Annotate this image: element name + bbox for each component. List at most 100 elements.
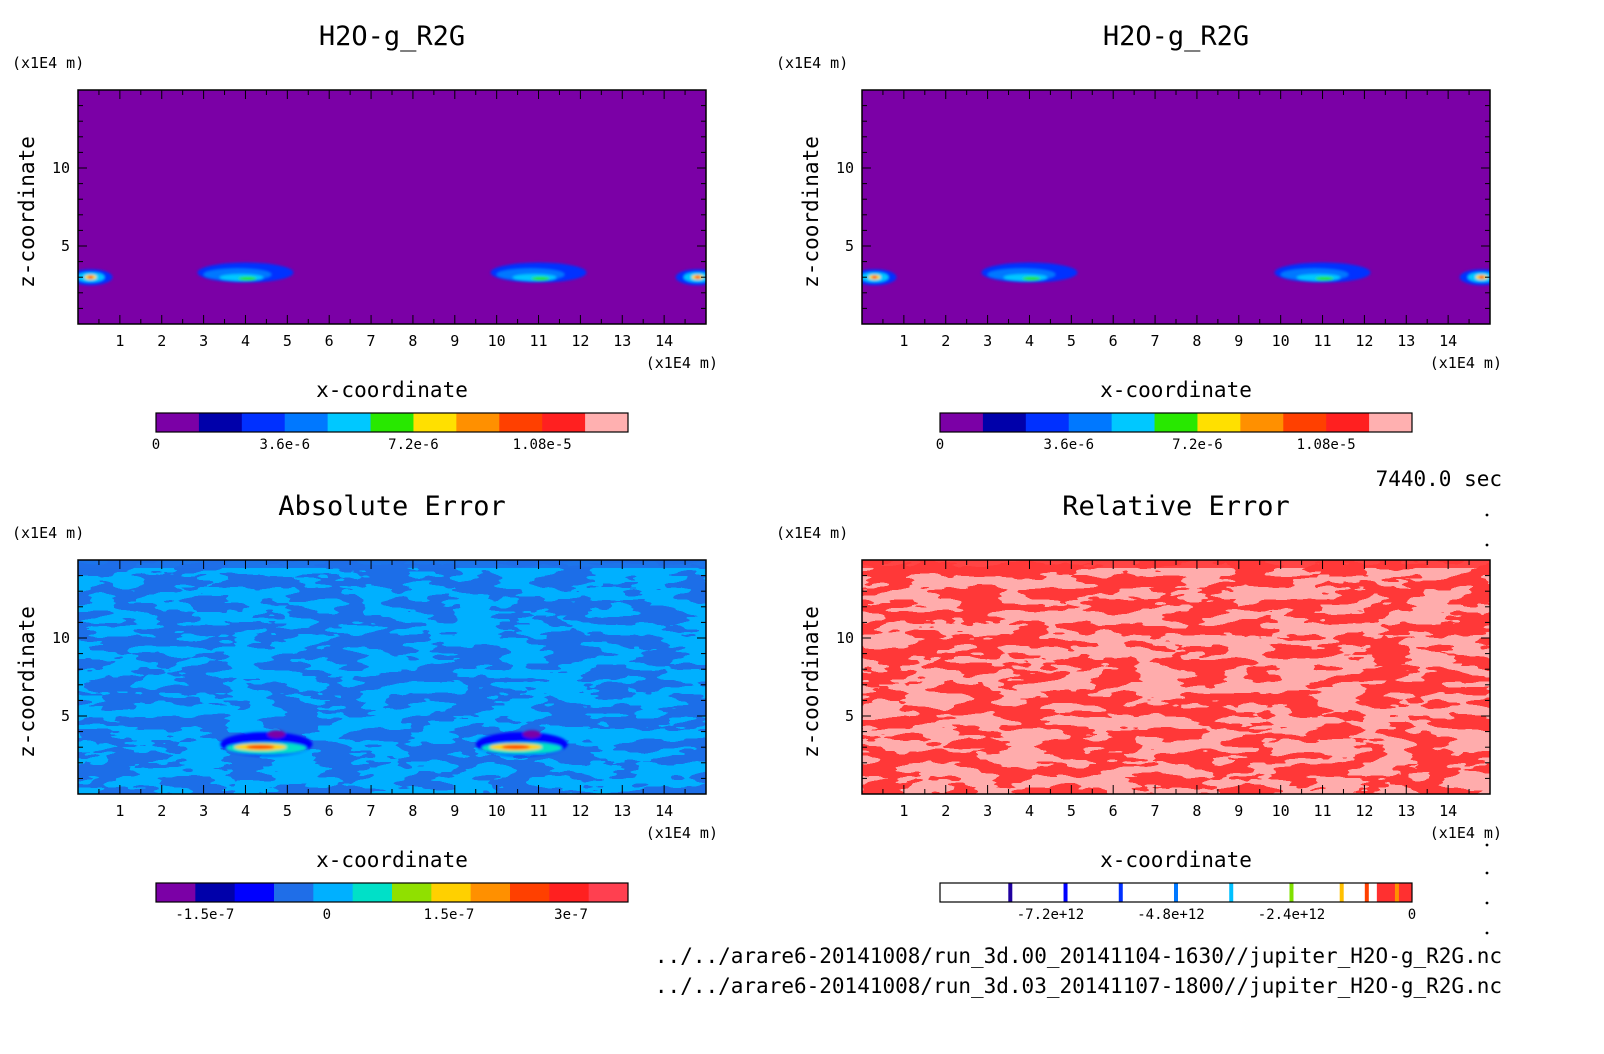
plot-area bbox=[78, 90, 706, 324]
colorbar-swatch bbox=[1369, 413, 1413, 432]
colorbar-mark bbox=[1289, 883, 1294, 902]
panel-top-left: H2O-g_R2G(x1E4 m)(x1E4 m)1 2 3 4 5 6 7 8 9 10 11 12… bbox=[12, 21, 718, 453]
x-unit-label: (x1E4 m) bbox=[646, 354, 718, 372]
x-tick-label: 1 bbox=[115, 802, 124, 820]
x-tick-label: 12 bbox=[1355, 332, 1373, 350]
x-axis-label: x-coordinate bbox=[1100, 378, 1252, 402]
colorbar-swatch bbox=[456, 413, 500, 432]
x-tick-label: 12 bbox=[571, 332, 589, 350]
colorbar-label: 1.5e-7 bbox=[424, 907, 475, 923]
colorbar: -7.2e+12 -4.8e+12 -2.4e+12 0 bbox=[939, 882, 1416, 923]
y-tick-label: 10 bbox=[836, 629, 854, 647]
x-tick-label: 3 bbox=[983, 802, 992, 820]
margin-dot bbox=[1485, 543, 1489, 547]
x-tick-label: 3 bbox=[199, 802, 208, 820]
error-feature bbox=[475, 730, 568, 757]
y-tick-label: 10 bbox=[52, 629, 70, 647]
cloud-feature bbox=[1274, 262, 1371, 283]
edge-feature bbox=[1459, 269, 1490, 286]
x-tick-label: 8 bbox=[1192, 802, 1201, 820]
x-tick-label: 13 bbox=[1397, 802, 1415, 820]
x-tick-label: 7 bbox=[1151, 332, 1160, 350]
colorbar-swatch bbox=[274, 883, 314, 902]
x-tick-label: 7 bbox=[1151, 802, 1160, 820]
margin-dot bbox=[1485, 843, 1489, 847]
x-tick-label: 10 bbox=[488, 802, 506, 820]
colorbar-label: 1.08e-5 bbox=[513, 437, 572, 453]
y-tick-label: 5 bbox=[61, 237, 70, 255]
colorbar-label: -1.5e-7 bbox=[175, 907, 234, 923]
edge-feature bbox=[675, 269, 706, 286]
colorbar-mark bbox=[1008, 883, 1013, 902]
x-axis-label: x-coordinate bbox=[1100, 848, 1252, 872]
y-tick-label: 10 bbox=[52, 159, 70, 177]
x-tick-label: 2 bbox=[941, 802, 950, 820]
x-unit-label: (x1E4 m) bbox=[1430, 354, 1502, 372]
colorbar-swatch bbox=[1283, 413, 1327, 432]
x-tick-label: 7 bbox=[367, 802, 376, 820]
colorbar-swatch bbox=[156, 883, 196, 902]
x-tick-label: 6 bbox=[325, 332, 334, 350]
colorbar-label: 7.2e-6 bbox=[1172, 437, 1223, 453]
y-axis-label: z-coordinate bbox=[15, 136, 39, 288]
colorbar-swatch bbox=[241, 413, 286, 432]
y-unit-label: (x1E4 m) bbox=[776, 524, 848, 542]
margin-dot bbox=[1485, 901, 1489, 905]
x-tick-label: 5 bbox=[1067, 802, 1076, 820]
x-tick-label: 14 bbox=[1439, 332, 1457, 350]
colorbar-swatch bbox=[352, 883, 393, 902]
x-tick-label: 2 bbox=[157, 332, 166, 350]
plot-area bbox=[862, 90, 1490, 324]
colorbar-frame bbox=[155, 412, 629, 433]
colorbar-label: 3.6e-6 bbox=[1043, 437, 1094, 453]
x-tick-label: 8 bbox=[408, 802, 417, 820]
colorbar-mark bbox=[1339, 883, 1344, 902]
panel-title: Relative Error bbox=[1062, 491, 1290, 522]
x-tick-label: 2 bbox=[157, 802, 166, 820]
colorbar-swatch bbox=[156, 413, 200, 432]
cloud-feature bbox=[197, 262, 294, 283]
heatmap-background bbox=[862, 90, 1490, 324]
edge-feature bbox=[78, 269, 113, 286]
colorbar-label: -2.4e+12 bbox=[1258, 907, 1325, 923]
y-tick-label: 10 bbox=[836, 159, 854, 177]
heatmap-pattern bbox=[78, 560, 706, 794]
x-unit-label: (x1E4 m) bbox=[1430, 824, 1502, 842]
cloud-feature bbox=[981, 262, 1078, 283]
colorbar-swatch bbox=[940, 413, 984, 432]
plot-area bbox=[862, 560, 1490, 794]
colorbar-label: 3.6e-6 bbox=[259, 437, 310, 453]
colorbar-swatch bbox=[1326, 413, 1370, 432]
x-tick-label: 4 bbox=[241, 802, 250, 820]
panel-title: H2O-g_R2G bbox=[319, 21, 465, 52]
colorbar-swatch bbox=[327, 413, 372, 432]
colorbar-swatch bbox=[313, 883, 354, 902]
y-unit-label: (x1E4 m) bbox=[776, 54, 848, 72]
x-tick-label: 7 bbox=[367, 332, 376, 350]
colorbar-swatch bbox=[1197, 413, 1241, 432]
x-tick-label: 4 bbox=[241, 332, 250, 350]
x-tick-label: 1 bbox=[899, 332, 908, 350]
x-axis-label: x-coordinate bbox=[316, 848, 468, 872]
colorbar-mark bbox=[1364, 883, 1369, 902]
colorbar-swatch bbox=[1240, 413, 1284, 432]
margin-dot bbox=[1485, 513, 1489, 517]
colorbar-swatch bbox=[549, 883, 590, 902]
colorbar-mark bbox=[1063, 883, 1068, 902]
y-tick-label: 5 bbox=[845, 237, 854, 255]
x-tick-label: 2 bbox=[941, 332, 950, 350]
colorbar-swatch bbox=[234, 883, 275, 902]
colorbar-swatch bbox=[1025, 413, 1070, 432]
colorbar-label: 0 bbox=[152, 437, 160, 453]
colorbar-swatch bbox=[499, 413, 543, 432]
colorbar-swatch bbox=[585, 413, 629, 432]
colorbar: -1.5e-7 0 1.5e-7 3e-7 bbox=[155, 882, 629, 923]
x-tick-label: 13 bbox=[613, 332, 631, 350]
colorbar-swatch bbox=[195, 883, 236, 902]
file-path-1: ../../arare6-20141008/run_3d.00_20141104… bbox=[655, 944, 1502, 968]
x-tick-label: 9 bbox=[450, 802, 459, 820]
colorbar-swatch bbox=[542, 413, 586, 432]
x-tick-label: 10 bbox=[1272, 332, 1290, 350]
y-unit-label: (x1E4 m) bbox=[12, 524, 84, 542]
colorbar-swatch bbox=[284, 413, 329, 432]
